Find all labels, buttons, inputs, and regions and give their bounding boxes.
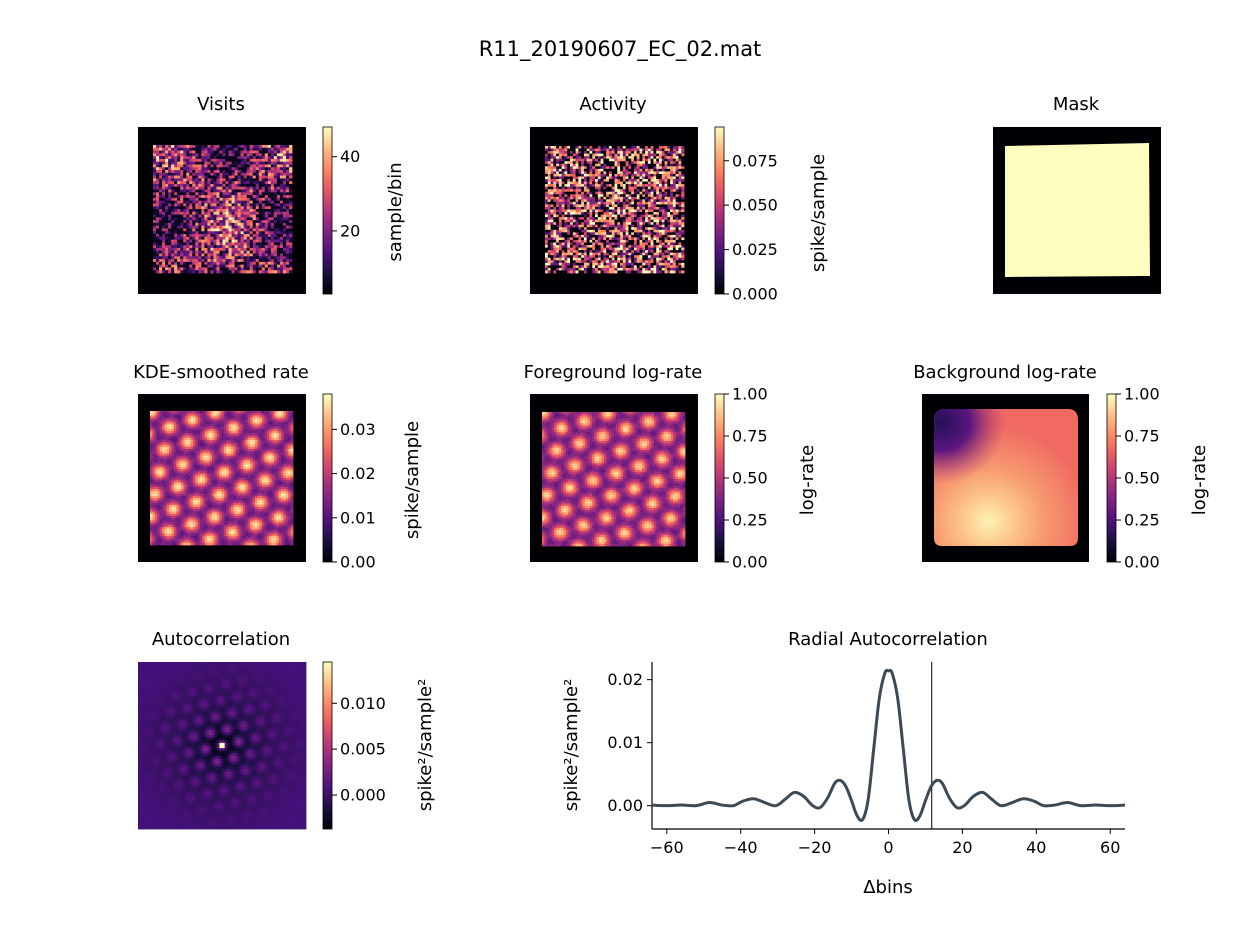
figure-title: R11_20190607_EC_02.mat [479, 37, 762, 62]
colorbar-tick-label: 0.010 [340, 694, 386, 713]
colorbar-tick-label: 20 [340, 221, 360, 240]
foreground-panel: Foreground log-rate 0.00 0.25 0.50 0.75 1.00… [524, 362, 818, 572]
mask-region [1005, 143, 1150, 277]
mask-title: Mask [1053, 94, 1100, 115]
x-tick-label: −20 [798, 838, 832, 857]
foreground-colorbar-ticks: 0.00 0.25 0.50 0.75 1.00 [724, 385, 768, 572]
background-heatmap-dark-region [934, 409, 1078, 546]
colorbar-tick-label: 0.000 [732, 285, 778, 304]
kde-colorbar [323, 394, 332, 562]
mask-panel: Mask [993, 94, 1161, 294]
colorbar-tick-label: 0.25 [732, 511, 768, 530]
foreground-colorbar [715, 394, 724, 562]
colorbar-tick-label: 0.50 [1124, 469, 1160, 488]
visits-colorbar [323, 127, 332, 294]
colorbar-tick-label: 0.025 [732, 240, 778, 259]
autocorr-colorbar [323, 662, 332, 829]
radial-panel: Radial Autocorrelation 0.000.010.02 −60−… [561, 629, 1125, 898]
colorbar-tick-label: 1.00 [732, 385, 768, 404]
autocorr-colorbar-ticks: 0.000 0.005 0.010 [332, 694, 386, 805]
activity-colorbar-label: spike/sample [808, 154, 829, 272]
colorbar-tick-label: 0.075 [732, 151, 778, 170]
foreground-title: Foreground log-rate [524, 362, 703, 383]
colorbar-tick-label: 0.00 [1124, 553, 1160, 572]
colorbar-tick-label: 0.00 [340, 553, 376, 572]
activity-title: Activity [579, 94, 647, 115]
y-tick-label: 0.01 [607, 733, 643, 752]
y-tick-label: 0.00 [607, 796, 643, 815]
visits-colorbar-label: sample/bin [385, 162, 406, 261]
colorbar-tick-label: 0.75 [732, 427, 768, 446]
radial-y-ticks: 0.00 0.01 0.02 [607, 670, 652, 815]
colorbar-tick-label: 0.000 [340, 786, 386, 805]
x-tick-label: 60 [1100, 838, 1120, 857]
radial-series-line [652, 670, 1125, 820]
activity-colorbar [715, 127, 724, 294]
x-tick-label: 20 [952, 838, 972, 857]
background-colorbar-label: log-rate [1189, 445, 1210, 516]
kde-panel: KDE-smoothed rate 0.00 0.01 0.02 0.03 spike… [133, 362, 423, 572]
colorbar-tick-label: 1.00 [1124, 385, 1160, 404]
activity-colorbar-ticks: 0.000 0.025 0.050 0.075 [724, 151, 778, 303]
colorbar-tick-label: 0.25 [1124, 511, 1160, 530]
autocorr-heatmap-fade [138, 662, 306, 829]
kde-colorbar-label: spike/sample [402, 421, 423, 539]
colorbar-tick-label: 0.03 [340, 420, 376, 439]
radial-xlabel: Δbins [863, 877, 913, 898]
colorbar-tick-label: 0.050 [732, 196, 778, 215]
background-panel: Background log-rate 0.00 0.25 0.50 0.75 1.00… [913, 362, 1210, 572]
colorbar-tick-label: 0.005 [340, 740, 386, 759]
autocorr-title: Autocorrelation [152, 629, 290, 650]
visits-title: Visits [197, 94, 245, 115]
colorbar-tick-label: 0.50 [732, 469, 768, 488]
autocorr-colorbar-label: spike²/sample² [415, 679, 436, 812]
activity-heatmap [545, 146, 684, 273]
foreground-heatmap [542, 412, 685, 546]
kde-title: KDE-smoothed rate [133, 362, 309, 383]
colorbar-tick-label: 0.75 [1124, 427, 1160, 446]
y-tick-label: 0.02 [607, 670, 643, 689]
colorbar-tick-label: 0.01 [340, 508, 376, 527]
background-title: Background log-rate [913, 362, 1097, 383]
kde-heatmap [150, 411, 293, 545]
radial-ylabel: spike²/sample² [561, 679, 582, 812]
visits-heatmap [153, 145, 292, 273]
colorbar-tick-label: 0.02 [340, 464, 376, 483]
autocorr-panel: Autocorrelation 0.000 0.005 0.010 spike²/s… [138, 629, 436, 829]
x-tick-label: −40 [724, 838, 758, 857]
background-colorbar [1107, 394, 1116, 562]
foreground-colorbar-label: log-rate [797, 445, 818, 516]
colorbar-tick-label: 0.00 [732, 553, 768, 572]
background-colorbar-ticks: 0.00 0.25 0.50 0.75 1.00 [1116, 385, 1160, 572]
kde-colorbar-ticks: 0.00 0.01 0.02 0.03 [332, 420, 376, 572]
radial-title: Radial Autocorrelation [788, 629, 988, 650]
activity-panel: Activity 0.000 0.025 0.050 0.075 spike/samp… [530, 94, 829, 304]
x-tick-label: −60 [650, 838, 684, 857]
radial-x-ticks: −60 −40 −20 0 20 40 60 [650, 829, 1121, 857]
x-tick-label: 40 [1026, 838, 1046, 857]
x-tick-label: 0 [883, 838, 893, 857]
colorbar-tick-label: 40 [340, 147, 360, 166]
